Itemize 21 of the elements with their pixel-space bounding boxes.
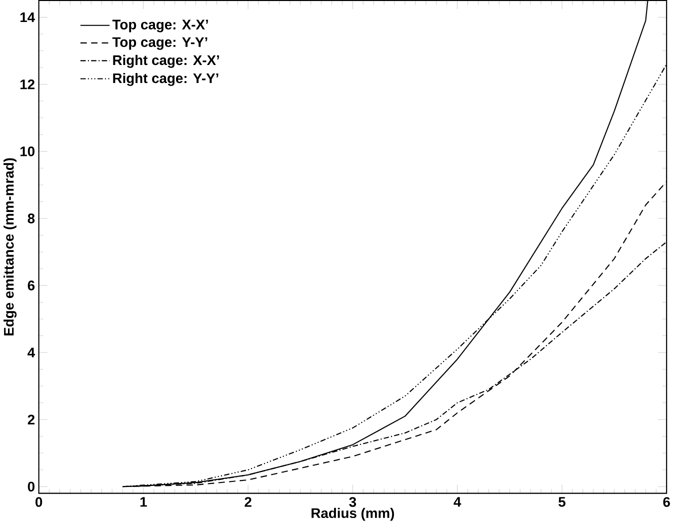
x-tick-label: 4 — [454, 496, 462, 506]
x-tick-label: 5 — [558, 496, 566, 507]
legend-label: Right cage: Y-Y’ — [113, 72, 218, 86]
y-tick-label: 10 — [20, 146, 34, 156]
x-tick-label: 3 — [349, 496, 356, 507]
x-axis-title: Radius (mm) — [312, 508, 394, 521]
legend-label: Top cage: X-X’ — [112, 20, 208, 32]
y-tick-label: 8 — [28, 213, 35, 224]
y-tick-label: 14 — [20, 12, 35, 22]
y-tick-label: 2 — [28, 414, 34, 424]
y-axis-title: Edge emittance (mm-mrad) — [4, 158, 17, 336]
x-tick-label: 1 — [140, 496, 147, 506]
x-tick-label: 2 — [244, 496, 252, 507]
y-tick-label: 0 — [28, 482, 34, 492]
y-tick-label: 12 — [20, 79, 34, 90]
x-tick-label: 0 — [36, 496, 42, 507]
y-tick-label: 4 — [28, 348, 35, 358]
legend-label: Top cage: Y-Y’ — [112, 37, 208, 50]
legend-label: Right cage: X-X’ — [113, 54, 219, 68]
x-tick-label: 6 — [663, 496, 670, 507]
y-tick-label: 6 — [28, 280, 35, 290]
